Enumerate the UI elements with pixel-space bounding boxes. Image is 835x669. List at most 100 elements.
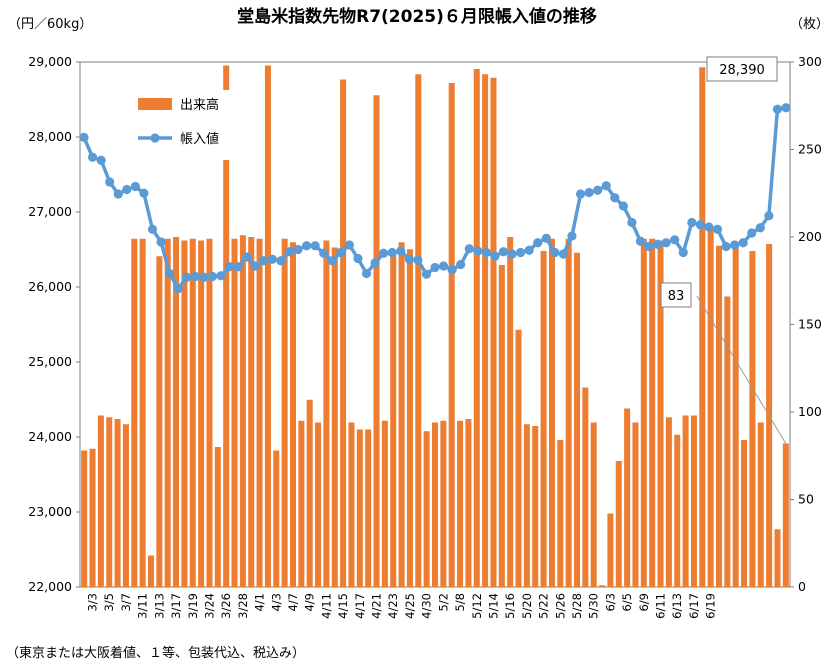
volume-bar	[231, 238, 238, 587]
x-tick-label: 4/30	[420, 593, 434, 619]
x-tick-label: 6/3	[603, 593, 617, 612]
volume-bar	[264, 65, 271, 587]
callout-settlement-label: 28,390	[719, 63, 765, 78]
settlement-point	[327, 256, 337, 266]
settlement-point	[319, 248, 329, 258]
x-tick-label: 4/17	[353, 593, 367, 619]
volume-bar	[532, 426, 539, 587]
volume-bar	[482, 74, 489, 587]
volume-bar	[573, 252, 581, 587]
x-tick-label: 5/26	[553, 593, 567, 619]
settlement-point	[730, 240, 740, 250]
settlement-point	[113, 189, 123, 199]
volume-bar	[147, 555, 155, 587]
left-tick-label: 27,000	[28, 204, 72, 219]
volume-bar	[323, 240, 330, 587]
callout-volume-label: 83	[668, 289, 685, 304]
x-tick-label: 5/22	[537, 593, 551, 619]
settlement-point	[224, 262, 235, 272]
settlement-point	[507, 249, 517, 259]
volume-bar	[189, 238, 196, 587]
settlement-point	[139, 188, 149, 198]
x-tick-label: 4/1	[253, 593, 267, 612]
x-tick-label: 3/13	[152, 593, 166, 619]
settlement-point	[635, 236, 646, 246]
settlement-point	[747, 228, 757, 238]
volume-bar	[548, 238, 555, 587]
left-tick-label: 25,000	[28, 354, 72, 369]
volume-bar	[156, 256, 163, 587]
x-tick-label: 3/19	[186, 593, 200, 619]
volume-bar	[498, 265, 505, 587]
volume-bar	[97, 415, 104, 587]
x-tick-label: 6/13	[670, 593, 684, 619]
settlement-point	[284, 247, 295, 257]
settlement-point	[267, 254, 277, 264]
volume-bar	[757, 422, 764, 587]
settlement-point	[353, 253, 363, 264]
x-tick-label: 5/14	[486, 593, 500, 619]
volume-bar	[557, 440, 564, 587]
settlement-point	[147, 224, 158, 234]
volume-bar	[415, 74, 422, 587]
x-tick-label: 6/11	[654, 593, 668, 619]
right-tick-label: 300	[798, 54, 822, 69]
settlement-point	[387, 247, 397, 258]
volume-bar	[507, 237, 514, 587]
volume-bar	[164, 238, 171, 587]
settlement-point	[96, 155, 106, 165]
volume-bar	[431, 422, 439, 587]
volume-bar	[457, 420, 464, 587]
settlement-point	[575, 189, 586, 199]
volume-bar	[665, 417, 672, 587]
settlement-point	[764, 211, 774, 221]
settlement-point	[550, 247, 560, 258]
settlement-point	[130, 181, 140, 192]
settlement-point	[413, 255, 423, 265]
settlement-point	[199, 272, 209, 282]
volume-bar	[607, 513, 614, 587]
volume-bar	[632, 422, 639, 587]
settlement-point	[721, 241, 731, 252]
right-axis-unit: （枚）	[790, 17, 829, 32]
x-tick-label: 3/28	[236, 593, 250, 619]
settlement-point	[421, 269, 432, 279]
settlement-point	[498, 247, 509, 257]
volume-bar	[540, 251, 547, 587]
settlement-point	[670, 235, 680, 245]
settlement-point	[473, 246, 483, 256]
settlement-point	[361, 268, 372, 279]
x-tick-label: 4/3	[269, 593, 283, 612]
settlement-point	[618, 201, 628, 211]
volume-bar	[590, 422, 597, 587]
x-tick-label: 3/24	[202, 593, 216, 619]
x-tick-label: 4/21	[370, 593, 384, 619]
legend-swatch-marker	[150, 133, 160, 143]
volume-bar	[214, 447, 221, 587]
settlement-point	[541, 233, 551, 243]
x-tick-label: 5/30	[587, 593, 601, 619]
settlement-point	[276, 256, 286, 266]
x-tick-label: 5/2	[436, 593, 450, 612]
volume-bar	[724, 296, 731, 587]
settlement-point	[79, 132, 89, 142]
settlement-point	[661, 238, 671, 248]
settlement-point	[772, 104, 783, 114]
volume-bar	[273, 450, 280, 587]
settlement-point	[310, 241, 320, 251]
settlement-point	[438, 261, 449, 271]
x-tick-label: 5/16	[503, 593, 517, 619]
settlement-point	[755, 223, 765, 233]
volume-bar	[306, 399, 313, 587]
x-tick-label: 3/3	[86, 593, 100, 612]
volume-bar	[406, 249, 413, 587]
settlement-point	[627, 217, 637, 228]
settlement-point	[344, 240, 354, 250]
settlement-point	[490, 251, 500, 261]
settlement-point	[190, 271, 200, 282]
volume-bar	[340, 79, 347, 587]
volume-bar	[106, 417, 113, 587]
volume-bar	[381, 420, 388, 587]
settlement-point	[430, 262, 440, 273]
